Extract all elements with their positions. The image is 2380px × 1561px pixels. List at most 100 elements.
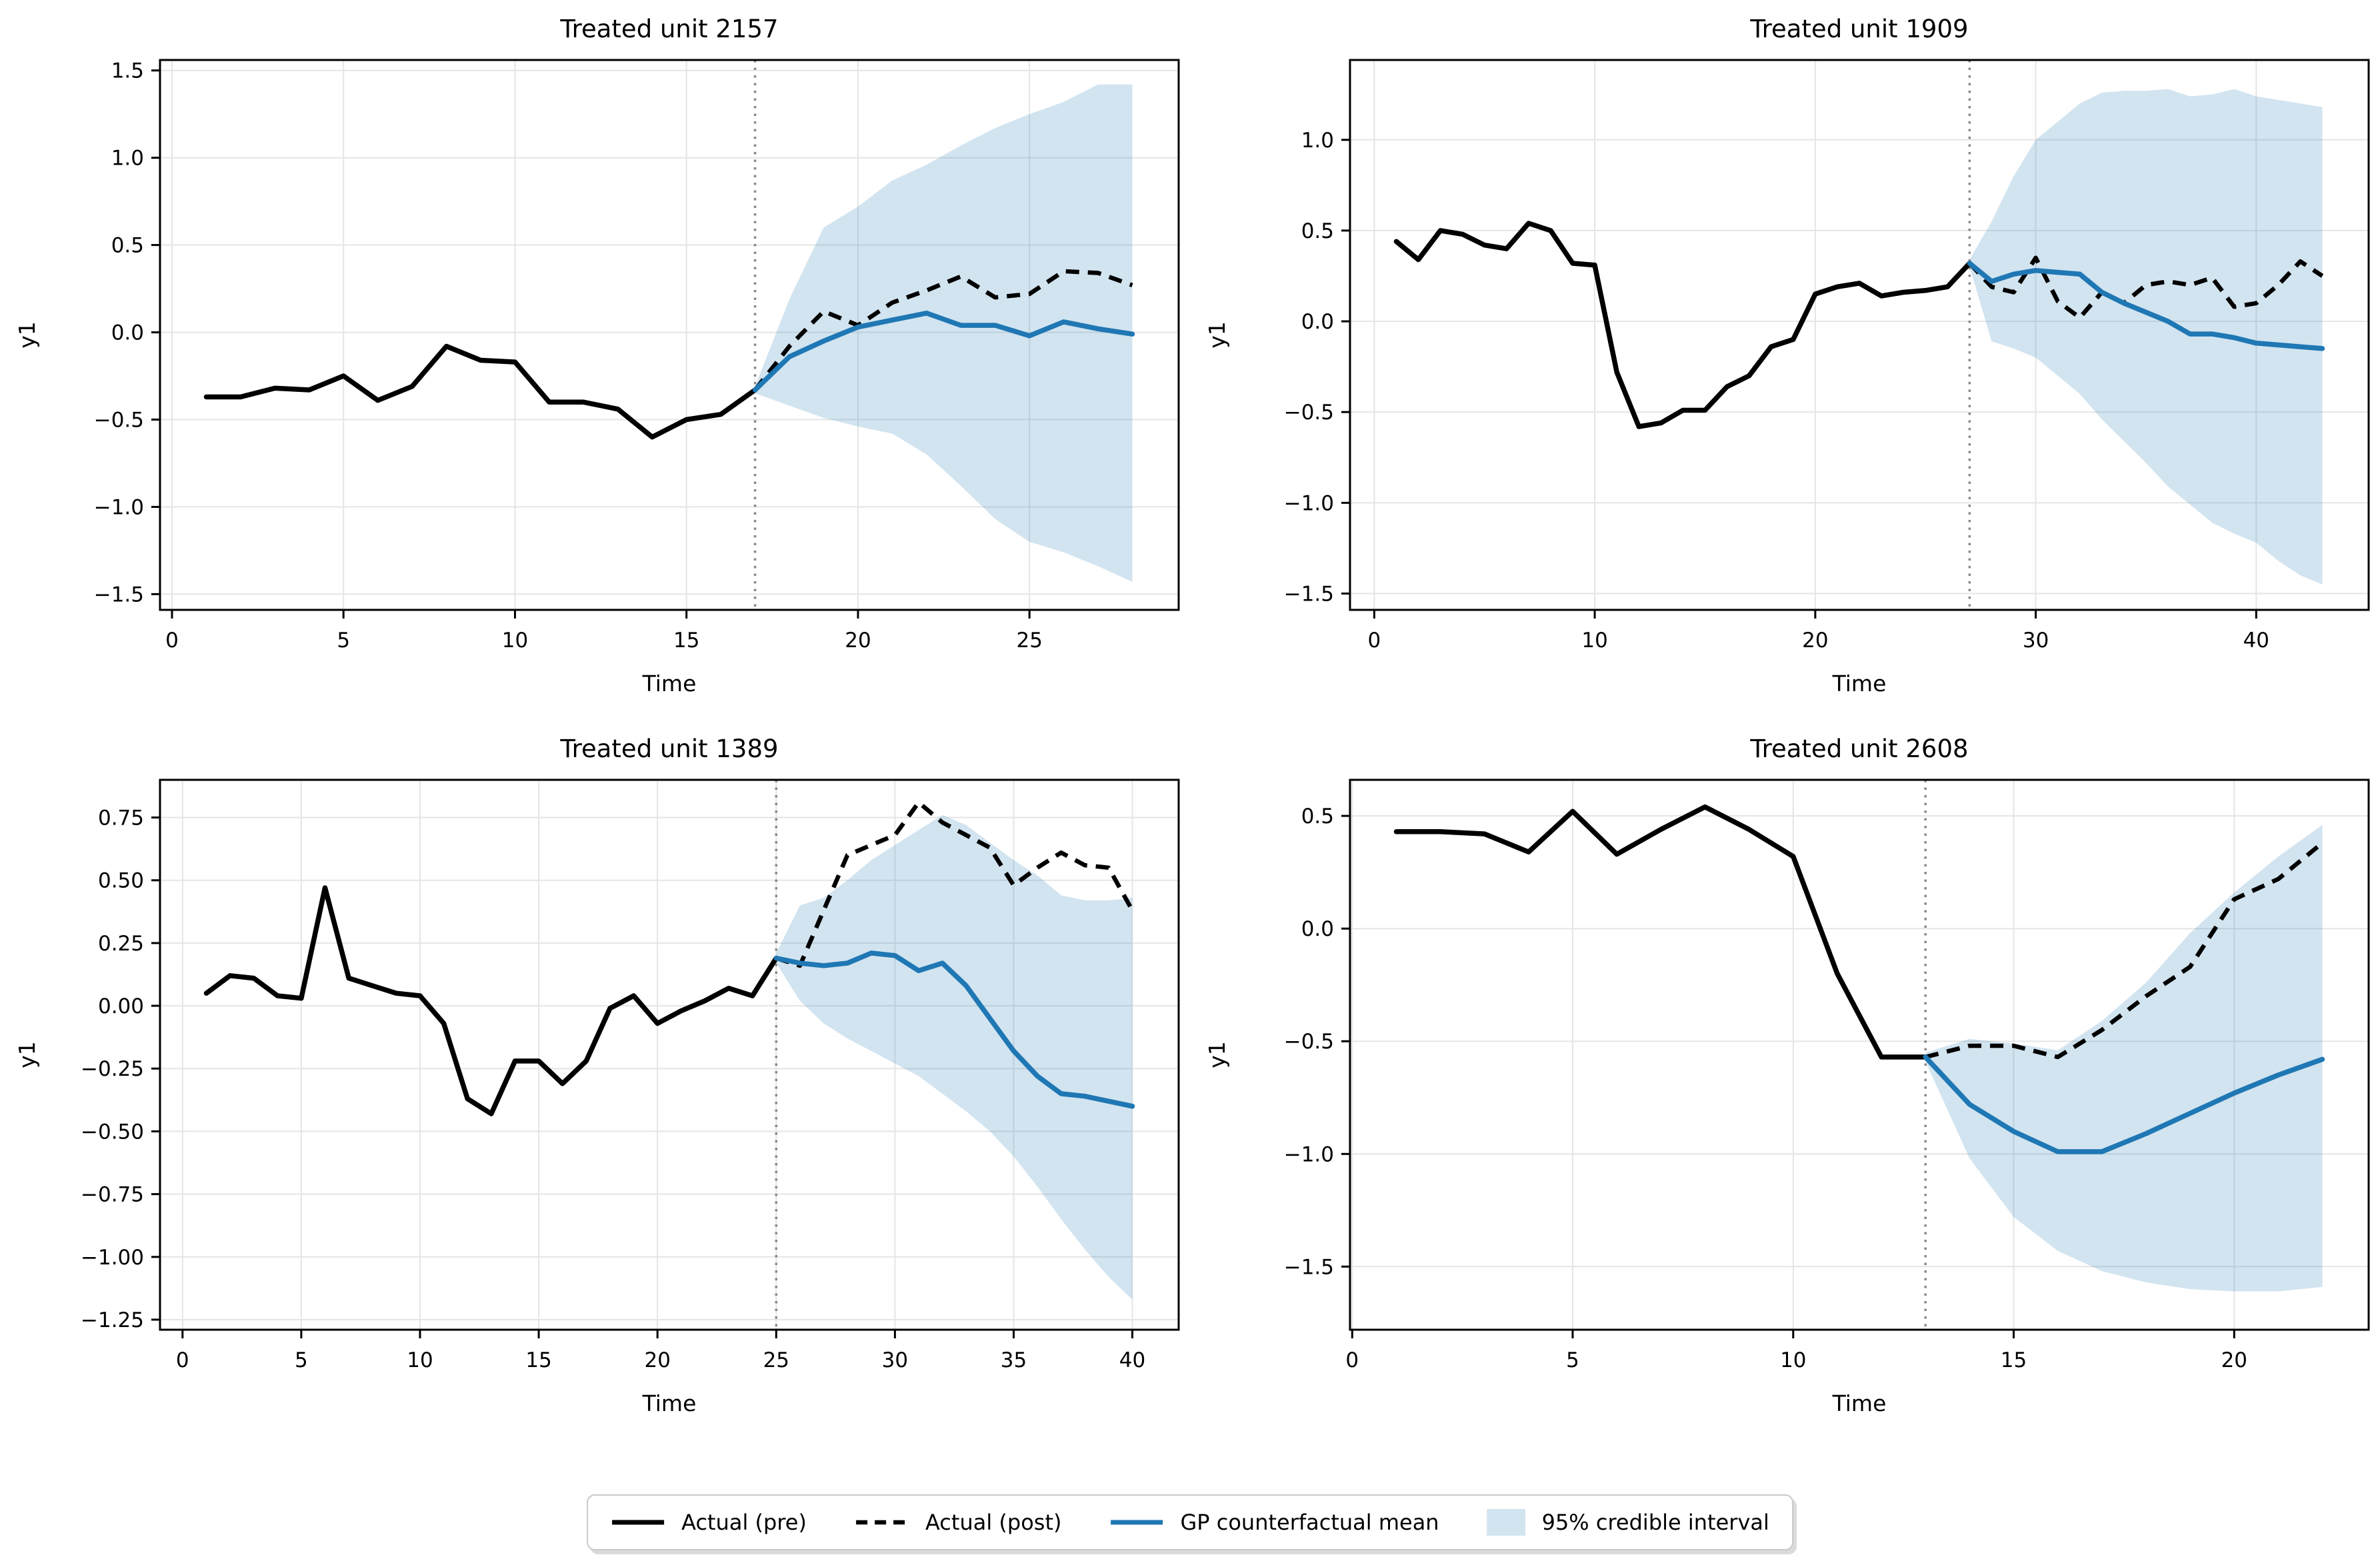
y-tick-label: −1.25 <box>81 1308 144 1332</box>
chart-treated-unit-2157: 0 5 10 15 20 25 1.5 1.0 0.5 0.0 −0.5 −1.0 −1.5 Treate… <box>0 0 1190 720</box>
y-tick-label: 0.5 <box>1301 219 1334 243</box>
y-tick-label: 0.50 <box>98 869 144 893</box>
y-tick-label: −1.0 <box>94 496 144 520</box>
subplot-treated-unit-2608: 0 5 10 15 20 0.5 0.0 −0.5 −1.0 −1.5 Treated unit 2… <box>1190 720 2380 1440</box>
x-tick-label: 40 <box>2243 629 2269 653</box>
y-tick-label: −0.5 <box>94 409 144 433</box>
y-tick-label: 0.5 <box>111 234 144 258</box>
actual-post-line <box>1925 841 2324 1060</box>
y-tick-label: −1.0 <box>1284 491 1334 515</box>
x-tick-label: 0 <box>165 629 179 653</box>
y-axis-label: y1 <box>14 1041 40 1068</box>
x-tick-label: 25 <box>1016 629 1042 653</box>
legend: Actual (pre) Actual (post) GP counterfac… <box>587 1494 1793 1550</box>
x-axis-label: Time <box>1832 671 1887 697</box>
gp-counterfactual-mean-line <box>1923 1054 2325 1154</box>
y-tick-label: 0.0 <box>111 321 144 345</box>
y-tick-label: −1.5 <box>1284 1255 1334 1279</box>
x-tick-label: 15 <box>2001 1348 2027 1372</box>
gp-counterfactual-mean-line <box>752 311 1135 393</box>
x-tick-label: 10 <box>502 629 528 653</box>
dashed-line-swatch-icon <box>855 1520 908 1525</box>
actual-pre-line <box>1393 221 1973 429</box>
x-tick-label: 5 <box>295 1348 308 1372</box>
y-axis-label: y1 <box>1204 1041 1230 1068</box>
y-axis-label: y1 <box>1204 321 1230 349</box>
y-tick-label: −0.5 <box>1284 401 1334 425</box>
x-tick-label: 10 <box>1780 1348 1806 1372</box>
x-axis-label: Time <box>642 671 697 697</box>
plot-background <box>0 0 1190 720</box>
plot-background <box>1190 720 2380 1440</box>
chart-treated-unit-1909: 0 10 20 30 40 1.0 0.5 0.0 −0.5 −1.0 −1.5 Treated un… <box>1190 0 2380 720</box>
x-tick-label: 35 <box>1001 1348 1027 1372</box>
x-tick-label: 30 <box>2023 629 2049 653</box>
y-tick-label: −1.5 <box>94 583 144 607</box>
axes-spines <box>1349 779 2370 1331</box>
y-tick-label: 1.0 <box>111 147 144 171</box>
x-tick-label: 15 <box>525 1348 551 1372</box>
actual-pre-line <box>203 885 779 1116</box>
y-tick-label: −0.50 <box>81 1120 144 1144</box>
legend-item-actual-pre: Actual (pre) <box>611 1512 807 1533</box>
x-tick-label: 15 <box>673 629 699 653</box>
chart-title: Treated unit 1909 <box>1749 15 1968 43</box>
gp-counterfactual-mean-line <box>773 950 1135 1109</box>
actual-pre-line <box>1393 804 1928 1060</box>
x-tick-label: 20 <box>845 629 871 653</box>
y-tick-label: 0.5 <box>1301 804 1334 828</box>
x-tick-label: 0 <box>1368 629 1381 653</box>
x-axis-label: Time <box>642 1390 697 1416</box>
x-tick-label: 5 <box>337 629 350 653</box>
legend-label: Actual (post) <box>925 1510 1062 1535</box>
chart-treated-unit-1389: 0 5 10 15 20 25 30 35 40 0.75 0.50 0.25 0.00 −0.25 −0.… <box>0 720 1190 1440</box>
actual-post-line <box>753 269 1133 392</box>
legend-item-gp-mean: GP counterfactual mean <box>1109 1512 1439 1533</box>
plot-background <box>1190 0 2380 720</box>
y-tick-label: 0.25 <box>98 932 144 956</box>
subplot-treated-unit-1389: 0 5 10 15 20 25 30 35 40 0.75 0.50 0.25 0.00 −0.25 −0.… <box>0 720 1190 1440</box>
subplot-treated-unit-2157: 0 5 10 15 20 25 1.5 1.0 0.5 0.0 −0.5 −1.0 −1.5 Treate… <box>0 0 1190 720</box>
y-tick-label: −0.75 <box>81 1183 144 1207</box>
x-tick-label: 0 <box>176 1348 189 1372</box>
x-tick-label: 30 <box>882 1348 908 1372</box>
chart-treated-unit-2608: 0 5 10 15 20 0.5 0.0 −0.5 −1.0 −1.5 Treated unit 2… <box>1190 720 2380 1440</box>
x-tick-label: 0 <box>1345 1348 1359 1372</box>
y-tick-label: 1.5 <box>111 59 144 83</box>
legend-item-credible-interval: 95% credible interval <box>1487 1509 1769 1536</box>
x-tick-label: 10 <box>407 1348 433 1372</box>
y-axis-label: y1 <box>14 321 40 349</box>
actual-post-line <box>775 800 1135 968</box>
x-tick-label: 20 <box>644 1348 670 1372</box>
legend-label: 95% credible interval <box>1541 1510 1769 1535</box>
credible-interval-band <box>1969 89 2323 585</box>
x-tick-label: 20 <box>1802 629 1828 653</box>
axes-spines <box>159 59 1180 611</box>
chart-title: Treated unit 2157 <box>559 15 778 43</box>
legend-item-actual-post: Actual (post) <box>855 1510 1062 1535</box>
x-tick-label: 25 <box>763 1348 789 1372</box>
x-tick-label: 40 <box>1119 1348 1145 1372</box>
y-tick-label: −0.5 <box>1284 1030 1334 1054</box>
x-tick-label: 20 <box>2221 1348 2247 1372</box>
y-tick-label: 1.0 <box>1301 129 1334 153</box>
blue-line-swatch-icon <box>1111 1520 1163 1525</box>
y-tick-label: 0.0 <box>1301 917 1334 941</box>
y-tick-label: −1.5 <box>1284 583 1334 607</box>
axes-spines <box>1349 59 2370 611</box>
chart-title: Treated unit 1389 <box>559 735 778 763</box>
chart-title: Treated unit 2608 <box>1749 735 1968 763</box>
y-tick-label: 0.00 <box>98 994 144 1018</box>
y-tick-label: −0.25 <box>81 1057 144 1081</box>
band-swatch-icon <box>1487 1509 1526 1536</box>
credible-interval-band <box>755 84 1133 583</box>
credible-interval-band <box>1925 824 2323 1292</box>
y-tick-label: 0.0 <box>1301 310 1334 334</box>
legend-label: Actual (pre) <box>681 1510 807 1535</box>
x-tick-label: 10 <box>1581 629 1607 653</box>
subplot-treated-unit-1909: 0 10 20 30 40 1.0 0.5 0.0 −0.5 −1.0 −1.5 Treated un… <box>1190 0 2380 720</box>
y-tick-label: 0.75 <box>98 806 144 830</box>
y-tick-label: −1.00 <box>81 1246 144 1270</box>
legend-label: GP counterfactual mean <box>1180 1510 1439 1535</box>
